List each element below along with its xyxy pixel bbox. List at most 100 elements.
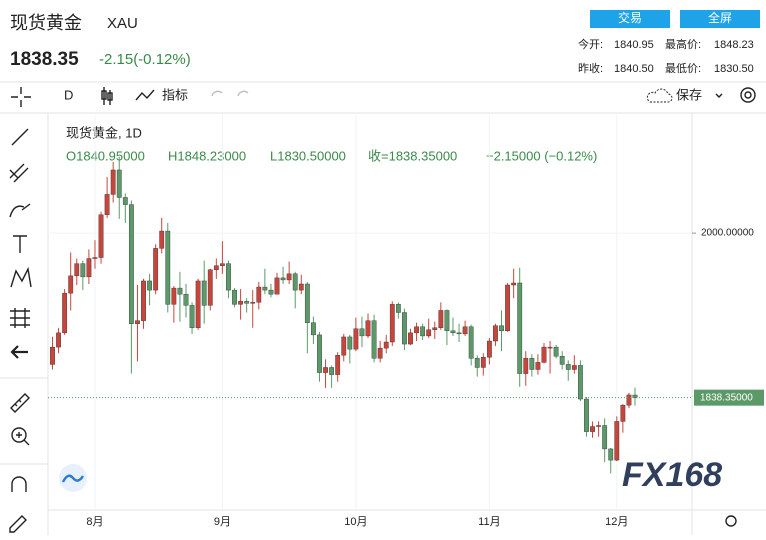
text-tool[interactable] bbox=[13, 235, 27, 253]
candle-body bbox=[195, 280, 201, 328]
candle-body bbox=[122, 197, 128, 205]
candle-body bbox=[408, 332, 413, 345]
candle-body bbox=[280, 277, 286, 281]
prediction-tool[interactable] bbox=[10, 308, 30, 328]
candle-body bbox=[389, 304, 395, 343]
y-tick-label: 2000.00000 bbox=[701, 228, 754, 239]
indicator-icon[interactable] bbox=[135, 89, 155, 101]
last-price-badge bbox=[694, 389, 764, 406]
candle-body bbox=[565, 364, 571, 370]
candle-body bbox=[402, 312, 407, 345]
candle-body bbox=[189, 305, 195, 328]
candle-body bbox=[135, 320, 140, 324]
candle-body bbox=[632, 394, 638, 398]
candle-body bbox=[347, 336, 353, 350]
x-tick-label: 8月 bbox=[86, 516, 103, 528]
x-tick-label: 9月 bbox=[214, 516, 231, 528]
candle-body bbox=[165, 230, 171, 305]
brush-tool[interactable] bbox=[9, 203, 31, 218]
ruler-tool[interactable] bbox=[10, 393, 30, 413]
symbol: XAU bbox=[107, 15, 138, 32]
candle-body bbox=[147, 280, 152, 291]
candle-body bbox=[353, 328, 359, 350]
candle-body bbox=[365, 320, 371, 337]
candle-body bbox=[335, 355, 341, 375]
candle-body bbox=[98, 214, 104, 258]
candle-body bbox=[438, 310, 444, 328]
settings-icon-center bbox=[744, 91, 752, 99]
candle-body bbox=[219, 263, 225, 266]
candle-body bbox=[444, 310, 450, 332]
candle-body bbox=[116, 169, 122, 198]
candle-body bbox=[128, 204, 134, 324]
candle-body bbox=[511, 282, 517, 286]
legend-low: L1830.50000 bbox=[270, 148, 346, 163]
candle-body bbox=[80, 263, 86, 278]
candle-body bbox=[620, 404, 626, 422]
candle-body bbox=[262, 286, 268, 291]
legend-change: −2.15000 (−0.12%) bbox=[486, 148, 597, 163]
candle-body bbox=[608, 448, 614, 461]
candle-body bbox=[74, 263, 80, 277]
candle-body bbox=[213, 265, 219, 270]
stat-value: 1840.95 bbox=[614, 39, 654, 51]
candle-body bbox=[256, 286, 262, 303]
candle-body bbox=[602, 425, 608, 450]
candle-body bbox=[177, 287, 183, 295]
candle-body bbox=[577, 365, 583, 400]
interval[interactable]: D bbox=[64, 87, 73, 102]
legend-high: H1848.23000 bbox=[168, 148, 246, 163]
save-dropdown[interactable] bbox=[715, 93, 723, 98]
indicators[interactable]: 指标 bbox=[162, 87, 188, 102]
pattern-tool[interactable] bbox=[10, 266, 32, 288]
axis-settings[interactable] bbox=[725, 515, 737, 527]
candle-body bbox=[553, 346, 559, 357]
candle-body bbox=[493, 325, 498, 342]
candle-body bbox=[317, 334, 322, 373]
fullscreen-label[interactable]: 全屏 bbox=[708, 10, 732, 25]
candle-body bbox=[499, 325, 504, 332]
candle-body bbox=[584, 398, 589, 432]
candle-body bbox=[56, 332, 61, 348]
candle-body bbox=[523, 358, 529, 374]
save[interactable]: 保存 bbox=[676, 87, 702, 102]
lock-tool[interactable] bbox=[9, 515, 27, 533]
candle-body bbox=[292, 273, 298, 291]
fib-tool[interactable] bbox=[9, 163, 29, 183]
candle-body bbox=[68, 275, 74, 294]
crosshair-icon[interactable] bbox=[11, 87, 31, 107]
candle-body bbox=[286, 273, 292, 281]
candle-body bbox=[596, 425, 601, 427]
trendline-tool[interactable] bbox=[11, 128, 29, 146]
candle-body bbox=[298, 283, 304, 291]
candle-body bbox=[614, 421, 620, 461]
candle-body bbox=[323, 367, 328, 373]
candle-body bbox=[226, 263, 231, 291]
candle-body bbox=[244, 301, 250, 304]
magnet-tool[interactable] bbox=[11, 476, 27, 492]
settings-icon[interactable] bbox=[740, 87, 756, 103]
fullscreen-button[interactable] bbox=[680, 10, 760, 28]
candle-body bbox=[359, 328, 365, 337]
candle-body bbox=[420, 326, 426, 337]
back-tool[interactable] bbox=[10, 345, 28, 359]
undo-redo[interactable] bbox=[211, 90, 249, 97]
candle-body bbox=[171, 287, 177, 305]
trade-button[interactable] bbox=[590, 10, 670, 28]
trade-label[interactable]: 交易 bbox=[618, 10, 642, 25]
candle-body bbox=[110, 169, 116, 195]
candle-body bbox=[250, 302, 256, 304]
cloud-icon[interactable] bbox=[646, 88, 673, 103]
zoom-tool[interactable] bbox=[11, 427, 27, 443]
candle-icon[interactable] bbox=[101, 87, 113, 105]
candle-body bbox=[626, 394, 632, 406]
stat-value: 1830.50 bbox=[714, 63, 754, 75]
candle-body bbox=[414, 326, 419, 334]
candle-body bbox=[86, 258, 92, 278]
candle-body bbox=[238, 301, 243, 305]
zoom-tool-detail bbox=[16, 432, 30, 446]
candle-body bbox=[462, 326, 468, 335]
candle-body bbox=[450, 330, 456, 334]
